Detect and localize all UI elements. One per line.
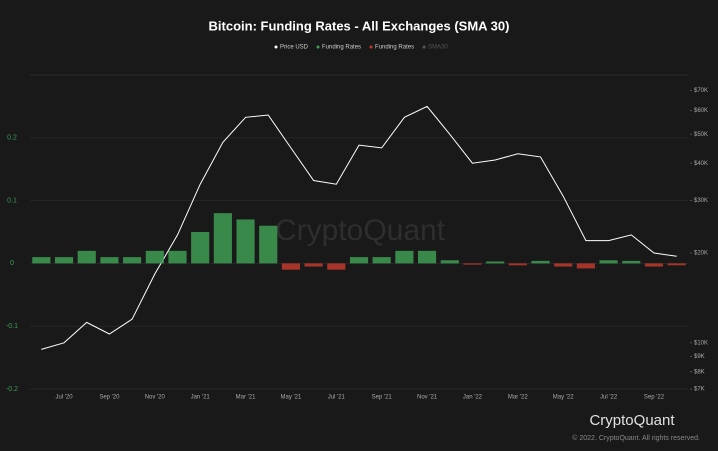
x-tick-label: Mar '22 [508, 395, 528, 401]
bar [304, 263, 323, 267]
bar [372, 257, 391, 264]
bar [32, 257, 51, 264]
bar [576, 263, 595, 269]
legend-marker [274, 45, 278, 49]
bar [100, 257, 119, 264]
y2-tick-label: $40K [694, 161, 708, 167]
bar [463, 263, 482, 265]
bar [622, 260, 641, 264]
x-tick-label: Sep '21 [372, 395, 393, 401]
x-tick-label: Jan '21 [191, 395, 211, 401]
bar [213, 213, 232, 264]
bar [417, 250, 437, 264]
y-tick-label: -0.2 [6, 386, 18, 393]
bar [599, 260, 618, 264]
bar [54, 257, 74, 264]
bar [395, 250, 414, 264]
x-tick-label: Nov '21 [417, 395, 438, 401]
x-tick-label: Sep '20 [99, 395, 120, 401]
bar [440, 260, 459, 264]
legend-label: Price USD [280, 45, 309, 51]
footer: © 2022. CryptoQuant. All rights reserved… [572, 434, 700, 442]
price-line [41, 105, 677, 350]
x-tick-label: Mar '21 [236, 395, 256, 401]
y2-tick-label: $9K [694, 354, 705, 360]
x-tick-label: Jul '21 [328, 395, 346, 401]
bar [554, 263, 573, 267]
bar [168, 250, 187, 264]
bar [327, 263, 346, 270]
legend-marker [422, 45, 426, 49]
bar [531, 260, 550, 264]
y2-tick-label: $20K [694, 251, 708, 257]
legend-marker [316, 45, 320, 49]
x-tick-label: Sep '22 [644, 395, 665, 401]
bar [236, 219, 255, 264]
y2-tick-label: $30K [694, 198, 708, 204]
y-tick-label: -0.1 [6, 323, 18, 330]
y-tick-label: 0.1 [7, 197, 17, 204]
y2-tick-label: $50K [694, 132, 708, 138]
legend-label: Funding Rates [375, 45, 414, 51]
x-tick-label: Jul '20 [55, 395, 73, 401]
bar [667, 263, 686, 266]
chart-title: Bitcoin: Funding Rates - All Exchanges (… [209, 18, 510, 33]
bar [145, 250, 164, 264]
x-tick-label: Nov '20 [145, 395, 166, 401]
legend-marker [369, 45, 373, 49]
y2-tick-label: $60K [694, 108, 708, 114]
y2-tick-label: $7K [694, 387, 705, 393]
y2-tick-label: $8K [694, 369, 705, 375]
bar [508, 263, 527, 266]
legend-label: Funding Rates [322, 45, 361, 51]
bar [281, 263, 301, 270]
bar [349, 257, 369, 264]
y2-tick-label: $10K [694, 340, 708, 346]
bar [77, 250, 96, 264]
y-tick-label: 0 [10, 260, 14, 267]
bar [259, 225, 278, 264]
logo-text: CryptoQuant [589, 412, 675, 429]
y-tick-label: 0.2 [7, 135, 17, 142]
bar [123, 257, 142, 264]
x-tick-label: May '21 [281, 395, 302, 401]
bar [644, 263, 664, 267]
x-tick-label: Jan '22 [463, 395, 483, 401]
bar [486, 261, 505, 264]
legend-label: SMA30 [428, 45, 448, 51]
x-tick-label: Jul '22 [600, 395, 618, 401]
x-tick-label: May '22 [553, 395, 574, 401]
bar [191, 232, 210, 264]
y2-tick-label: $70K [694, 88, 708, 94]
watermark: CryptoQuant [275, 214, 446, 247]
